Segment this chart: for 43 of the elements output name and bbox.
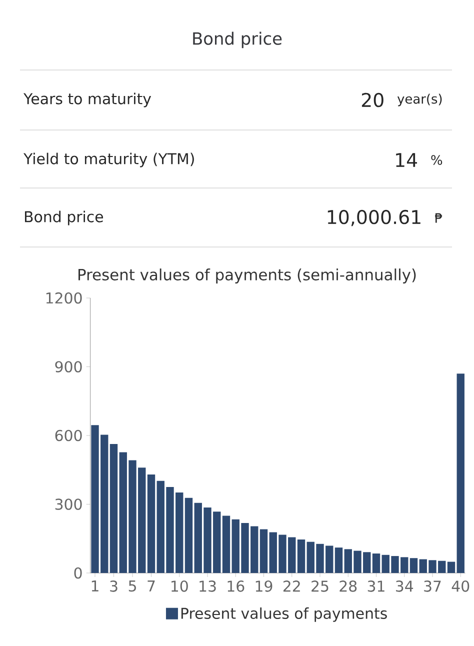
x-tick-label: 37 xyxy=(424,580,441,592)
bar xyxy=(260,529,268,573)
bar xyxy=(110,444,118,573)
x-tick-label: 40 xyxy=(452,580,470,592)
x-tick-label: 19 xyxy=(256,580,272,592)
x-tick-label: 5 xyxy=(128,580,136,592)
text: % xyxy=(431,155,442,165)
chart-title: Present values of payments (semi-annually) xyxy=(78,268,416,284)
text: Bond price xyxy=(193,32,282,48)
bar xyxy=(447,562,456,573)
text: 10,000.61 xyxy=(328,210,420,226)
x-tick-label: 31 xyxy=(368,580,384,592)
bar xyxy=(147,474,156,573)
x-tick-label: 10 xyxy=(172,580,188,592)
bar xyxy=(410,558,418,573)
x-tick-label: 25 xyxy=(312,580,328,592)
x-tick-label: 16 xyxy=(228,580,244,592)
text: Years to maturity xyxy=(23,92,152,108)
y-tick-label: 1200 xyxy=(46,292,82,304)
x-tick-label: 13 xyxy=(200,580,216,592)
x-tick-label: 22 xyxy=(283,580,300,592)
text: Yield to maturity (YTM) xyxy=(23,152,194,168)
bar xyxy=(372,554,380,573)
y-tick-label: 0 xyxy=(74,567,82,579)
text: 20 xyxy=(362,92,384,108)
text: 14 xyxy=(396,153,418,167)
y-tick-label: 600 xyxy=(55,430,82,442)
bar xyxy=(297,540,306,573)
x-tick-label: 34 xyxy=(396,580,414,592)
x-tick-label: 3 xyxy=(110,580,118,592)
legend-label: Present values of payments xyxy=(181,607,387,622)
y-tick-label: 900 xyxy=(55,361,82,372)
bar xyxy=(456,374,464,573)
x-tick-label: 1 xyxy=(92,580,98,592)
x-tick-label: 28 xyxy=(340,580,357,592)
bar xyxy=(222,516,230,573)
y-tick-label: 300 xyxy=(55,498,82,510)
text: year(s) xyxy=(397,94,442,106)
text: Bond price xyxy=(24,210,104,226)
bar xyxy=(184,498,193,573)
x-tick-label: 7 xyxy=(148,580,155,592)
bar xyxy=(334,548,343,573)
text: ₱ xyxy=(434,213,442,223)
